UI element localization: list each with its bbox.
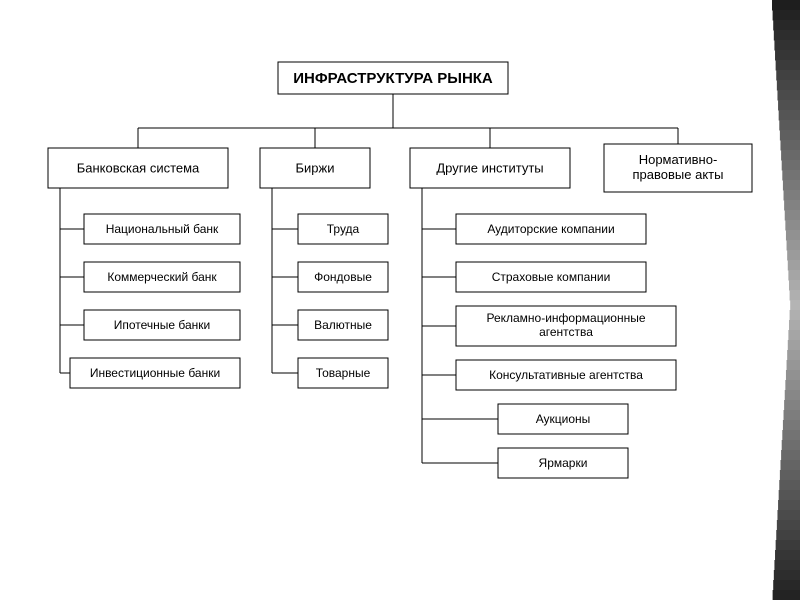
- child-b2c2: Фондовые: [298, 262, 388, 292]
- child-b1c4-label: Инвестиционные банки: [90, 366, 220, 380]
- child-b3c4-label: Консультативные агентства: [489, 368, 643, 382]
- child-b3c2: Страховые компании: [456, 262, 646, 292]
- branch-b3: Другие институты: [410, 148, 570, 188]
- child-b3c3-label: Рекламно-информационные: [486, 311, 645, 325]
- branch-b4: Нормативно-правовые акты: [604, 144, 752, 192]
- child-b1c2-label: Коммерческий банк: [107, 270, 217, 284]
- child-b2c1-label: Труда: [327, 222, 360, 236]
- child-b2c4-label: Товарные: [316, 366, 371, 380]
- branch-b2: Биржи: [260, 148, 370, 188]
- branch-b4-label: правовые акты: [633, 167, 724, 182]
- child-b3c1-label: Аудиторские компании: [487, 222, 614, 236]
- child-b3c5-label: Аукционы: [536, 412, 591, 426]
- branch-b1: Банковская система: [48, 148, 228, 188]
- branch-b4-label: Нормативно-: [639, 152, 718, 167]
- child-b1c3-label: Ипотечные банки: [114, 318, 211, 332]
- child-b3c5: Аукционы: [498, 404, 628, 434]
- child-b1c1: Национальный банк: [84, 214, 240, 244]
- child-b3c2-label: Страховые компании: [492, 270, 611, 284]
- child-b2c1: Труда: [298, 214, 388, 244]
- root-node-label: ИНФРАСТРУКТУРА РЫНКА: [293, 70, 493, 87]
- child-b2c4: Товарные: [298, 358, 388, 388]
- child-b3c1: Аудиторские компании: [456, 214, 646, 244]
- child-b1c2: Коммерческий банк: [84, 262, 240, 292]
- decor-right-band: [772, 0, 800, 600]
- branch-b1-label: Банковская система: [77, 160, 200, 175]
- child-b3c6: Ярмарки: [498, 448, 628, 478]
- child-b2c2-label: Фондовые: [314, 270, 372, 284]
- org-chart: ИНФРАСТРУКТУРА РЫНКА Банковская система На…: [0, 0, 800, 600]
- child-b1c3: Ипотечные банки: [84, 310, 240, 340]
- child-b3c3: Рекламно-информационныеагентства: [456, 306, 676, 346]
- child-b3c6-label: Ярмарки: [539, 456, 588, 470]
- child-b2c3: Валютные: [298, 310, 388, 340]
- child-b2c3-label: Валютные: [314, 318, 372, 332]
- root-node: ИНФРАСТРУКТУРА РЫНКА: [278, 62, 508, 94]
- child-b3c4: Консультативные агентства: [456, 360, 676, 390]
- child-b1c4: Инвестиционные банки: [70, 358, 240, 388]
- child-b1c1-label: Национальный банк: [106, 222, 219, 236]
- branch-b3-label: Другие институты: [436, 160, 543, 175]
- child-b3c3-label: агентства: [539, 325, 593, 339]
- branch-b2-label: Биржи: [296, 160, 335, 175]
